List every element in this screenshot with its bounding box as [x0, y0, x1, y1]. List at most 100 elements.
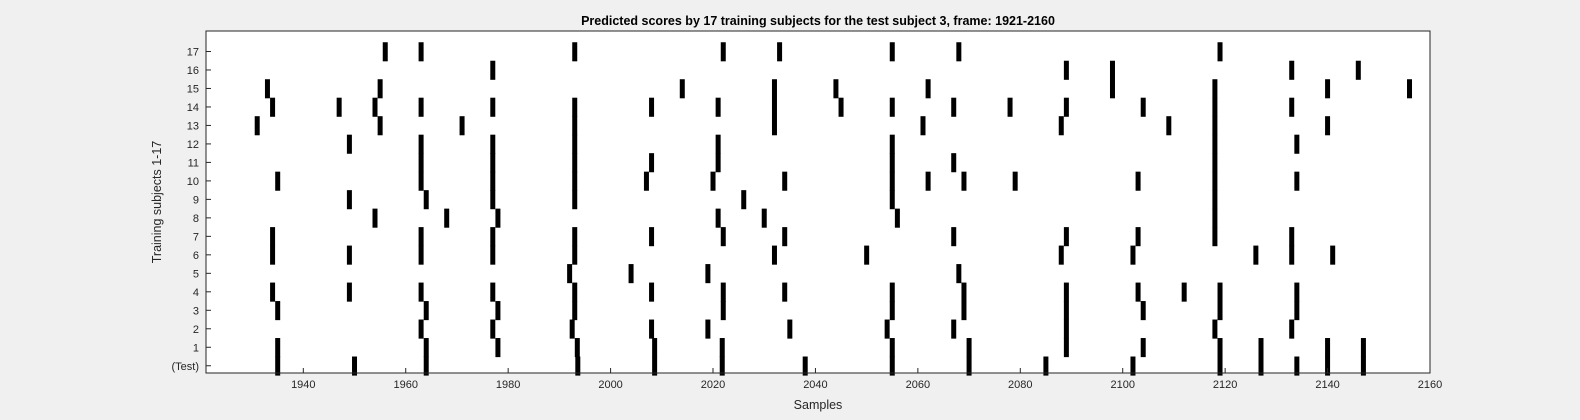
y-axis-label: Training subjects 1-17: [150, 141, 164, 264]
event-mark: [346, 190, 352, 210]
event-mark: [459, 116, 465, 136]
event-mark: [1109, 79, 1115, 99]
y-tick-label: 12: [187, 139, 199, 151]
event-mark: [1063, 227, 1069, 247]
event-mark: [495, 301, 501, 321]
event-mark: [966, 356, 972, 376]
event-mark: [1212, 134, 1218, 154]
event-mark: [956, 42, 962, 62]
event-mark: [490, 282, 496, 302]
event-mark: [423, 301, 429, 321]
event-mark: [418, 42, 424, 62]
event-mark: [1130, 356, 1136, 376]
event-mark: [761, 208, 767, 228]
event-mark: [423, 190, 429, 210]
event-mark: [490, 60, 496, 80]
event-mark: [490, 171, 496, 191]
event-mark: [572, 190, 578, 210]
event-marks: [254, 42, 1413, 376]
event-mark: [1289, 97, 1295, 117]
event-mark: [889, 134, 895, 154]
event-mark: [802, 356, 808, 376]
event-mark: [1212, 171, 1218, 191]
event-mark: [1130, 245, 1136, 265]
event-mark: [649, 227, 655, 247]
event-mark: [444, 208, 450, 228]
y-tick-label: 4: [193, 287, 199, 299]
event-mark: [1253, 245, 1259, 265]
event-mark: [1355, 60, 1361, 80]
event-mark: [771, 79, 777, 99]
event-mark: [889, 153, 895, 173]
event-mark: [270, 97, 276, 117]
x-tick-label: 2060: [906, 379, 930, 391]
event-mark: [1325, 116, 1331, 136]
event-mark: [966, 338, 972, 358]
event-mark: [1140, 338, 1146, 358]
y-tick-label: 6: [193, 250, 199, 262]
event-mark: [719, 356, 725, 376]
event-mark: [1135, 171, 1141, 191]
plot-frame: [205, 30, 1431, 374]
event-mark: [495, 208, 501, 228]
event-mark: [649, 153, 655, 173]
event-mark: [575, 356, 581, 376]
event-mark: [889, 338, 895, 358]
event-mark: [1135, 282, 1141, 302]
event-mark: [346, 245, 352, 265]
event-mark: [1166, 116, 1172, 136]
event-mark: [1289, 245, 1295, 265]
event-mark: [1294, 171, 1300, 191]
event-mark: [889, 42, 895, 62]
event-mark: [1063, 338, 1069, 358]
event-mark: [572, 282, 578, 302]
event-mark: [1212, 116, 1218, 136]
event-mark: [705, 319, 711, 339]
event-mark: [1063, 97, 1069, 117]
event-mark: [490, 190, 496, 210]
event-mark: [1217, 338, 1223, 358]
event-mark: [1294, 282, 1300, 302]
x-tick-label: 1960: [393, 379, 417, 391]
event-mark: [377, 79, 383, 99]
x-tick-label: 2100: [1110, 379, 1134, 391]
event-mark: [1294, 356, 1300, 376]
event-mark: [418, 97, 424, 117]
event-mark: [771, 116, 777, 136]
event-mark: [254, 116, 260, 136]
event-mark: [270, 282, 276, 302]
event-mark: [423, 338, 429, 358]
event-mark: [1289, 319, 1295, 339]
y-tick-label: 16: [187, 65, 199, 77]
event-mark: [1294, 301, 1300, 321]
event-mark: [418, 153, 424, 173]
event-mark: [951, 153, 957, 173]
event-mark: [1063, 282, 1069, 302]
event-mark: [643, 171, 649, 191]
event-mark: [679, 79, 685, 99]
event-mark: [574, 338, 580, 358]
x-tick-label: 2120: [1213, 379, 1237, 391]
event-mark: [569, 319, 575, 339]
event-mark: [1217, 282, 1223, 302]
event-mark: [710, 171, 716, 191]
event-mark: [889, 301, 895, 321]
event-mark: [961, 282, 967, 302]
event-mark: [649, 282, 655, 302]
event-mark: [1135, 227, 1141, 247]
event-mark: [1258, 338, 1264, 358]
plot-area: [206, 31, 1430, 373]
event-mark: [951, 319, 957, 339]
y-tick-label: 5: [193, 268, 199, 280]
x-tick-label: 1940: [291, 379, 315, 391]
event-mark: [490, 134, 496, 154]
event-mark: [572, 245, 578, 265]
event-mark: [1058, 245, 1064, 265]
event-mark: [567, 264, 573, 284]
event-mark: [720, 282, 726, 302]
event-mark: [720, 227, 726, 247]
y-tick-label: 11: [188, 157, 199, 169]
x-tick-label: 2080: [1008, 379, 1032, 391]
event-mark: [275, 356, 281, 376]
